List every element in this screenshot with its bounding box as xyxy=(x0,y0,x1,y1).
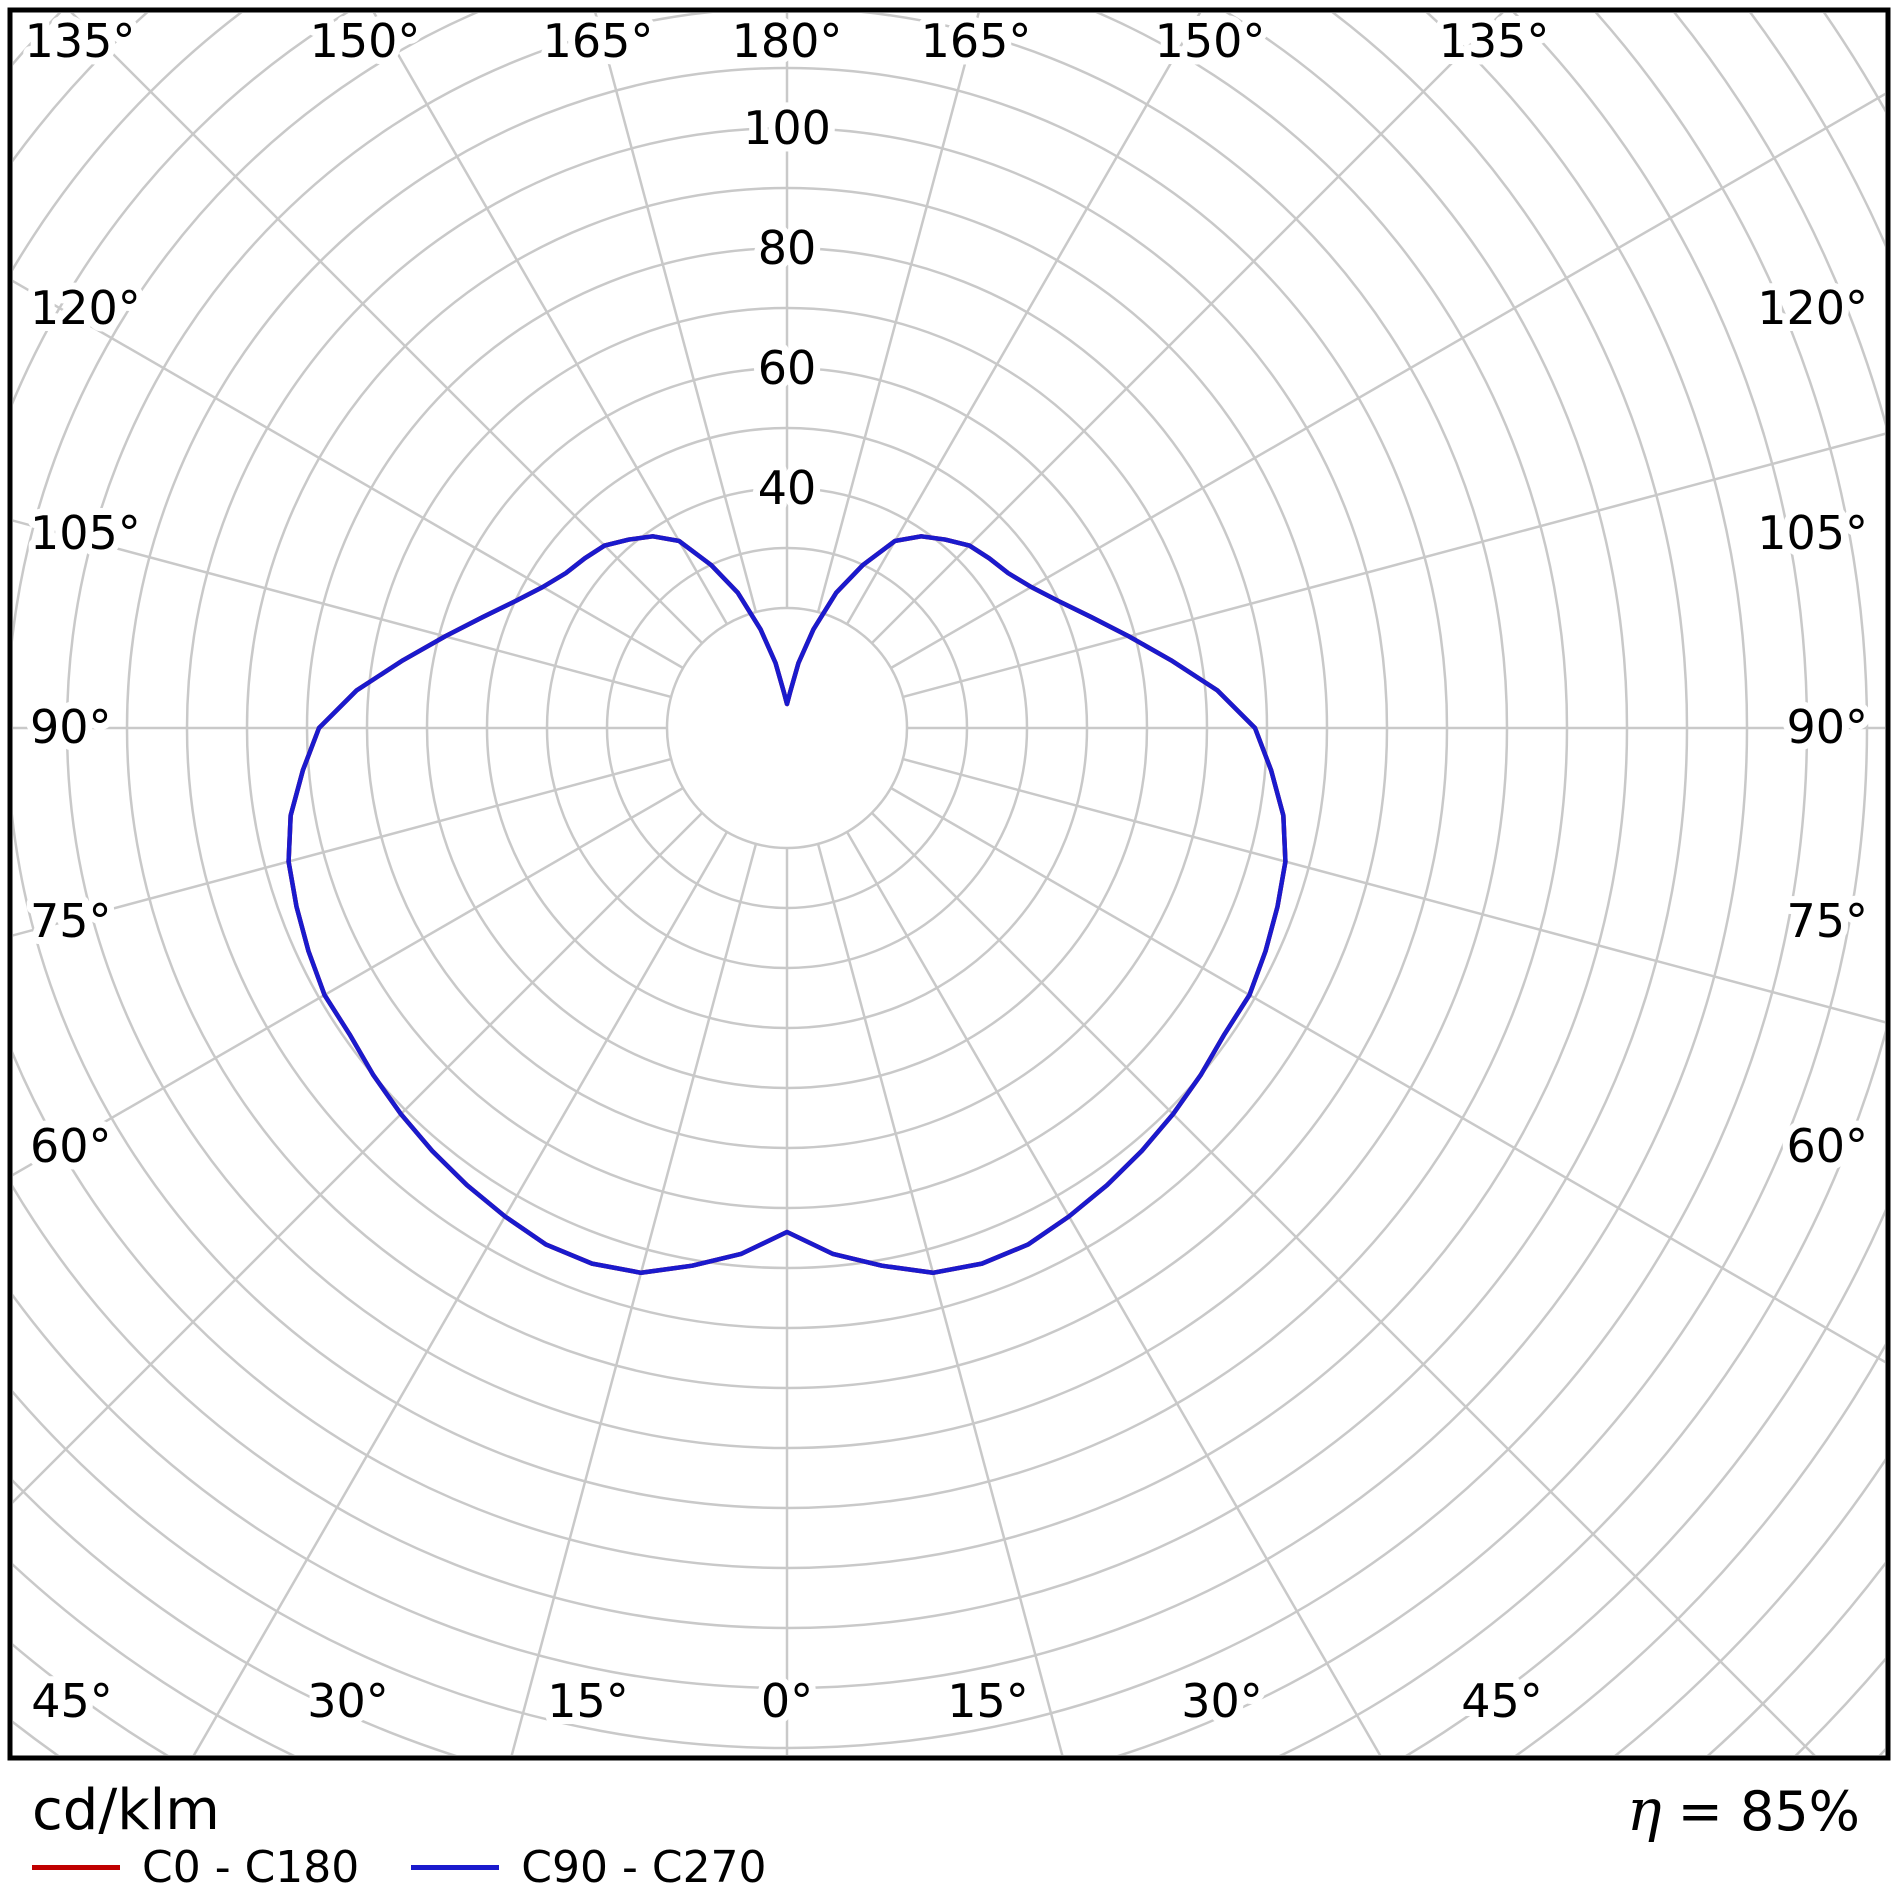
plot-frame xyxy=(7,7,1891,1761)
grid-circle xyxy=(1706,1561,1885,1755)
eta-symbol: η xyxy=(1626,1776,1662,1844)
angle-label-left: 75° xyxy=(30,894,112,948)
grid-circle xyxy=(0,0,1900,1770)
angle-label-top: 135° xyxy=(1439,14,1550,68)
grid-spoke xyxy=(13,519,672,699)
chart-footer: cd/klm η = 85% C0 - C180 C90 - C270 xyxy=(0,1770,1900,1900)
units-label: cd/klm xyxy=(32,1778,220,1843)
angle-label-right: 120° xyxy=(1757,281,1868,335)
grid-spoke xyxy=(890,92,1885,670)
angle-label-right: 60° xyxy=(1786,1119,1868,1173)
efficiency-value: = 85% xyxy=(1677,1780,1860,1843)
angle-label-bottom: 45° xyxy=(1461,1674,1543,1728)
grid-spoke xyxy=(902,432,1885,699)
grid-spoke xyxy=(845,13,1202,625)
grid-spoke xyxy=(870,811,1816,1755)
radial-tick-label: 60 xyxy=(758,341,817,395)
legend-label-c0-c180: C0 - C180 xyxy=(142,1842,360,1893)
grid-spoke xyxy=(13,811,704,1504)
grid-spoke xyxy=(192,831,729,1755)
angle-label-bottom: 0° xyxy=(761,1674,813,1728)
grid-circle xyxy=(1794,1657,1885,1755)
grid-spoke xyxy=(816,843,1064,1755)
angle-label-bottom: 15° xyxy=(947,1674,1029,1728)
grid-spoke xyxy=(13,279,684,670)
curve-c90-c270 xyxy=(286,534,1288,1276)
axis-labels: 40 60 80 100 135° 150° 165° 180° 165° 150° 135° 45°… xyxy=(18,7,1875,1735)
polar-grid xyxy=(0,0,1900,1770)
legend-item-c90-c270: C90 - C270 xyxy=(411,1842,767,1893)
grid-spoke xyxy=(372,13,729,625)
grid-spoke xyxy=(890,786,1885,1364)
grid-spoke xyxy=(70,13,704,645)
grid-spoke xyxy=(13,786,684,1177)
angle-label-right: 75° xyxy=(1786,894,1868,948)
curves xyxy=(286,534,1288,1276)
angle-label-right: 105° xyxy=(1757,506,1868,560)
grid-spoke xyxy=(870,13,1504,645)
angle-label-left: 90° xyxy=(30,700,112,754)
polar-chart: 40 60 80 100 135° 150° 165° 180° 165° 150° 135° 45°… xyxy=(0,0,1900,1770)
grid-spoke xyxy=(510,843,758,1755)
angle-label-bottom: 30° xyxy=(307,1674,389,1728)
angle-label-top: 180° xyxy=(732,14,843,68)
grid-circle xyxy=(1613,1457,1885,1755)
grid-circle xyxy=(13,13,1748,1689)
grid-spoke xyxy=(816,13,980,613)
angle-label-top: 135° xyxy=(25,14,136,68)
angle-label-bottom: 30° xyxy=(1181,1674,1263,1728)
radial-tick-label: 40 xyxy=(758,461,817,515)
angle-label-right: 90° xyxy=(1786,700,1868,754)
radial-tick-label: 100 xyxy=(743,101,831,155)
grid-spoke xyxy=(845,831,1382,1755)
radial-tick-label: 80 xyxy=(758,221,817,275)
angle-label-left: 60° xyxy=(30,1119,112,1173)
legend-item-c0-c180: C0 - C180 xyxy=(32,1842,359,1893)
angle-label-left: 105° xyxy=(30,506,141,560)
legend-line-red xyxy=(32,1865,120,1870)
grid-spoke xyxy=(594,13,758,613)
legend: C0 - C180 C90 - C270 xyxy=(32,1842,767,1893)
angle-label-top: 150° xyxy=(1155,14,1266,68)
grid-circle xyxy=(13,13,1885,1755)
angle-label-left: 120° xyxy=(30,281,141,335)
angle-label-bottom: 15° xyxy=(547,1674,629,1728)
grid-circle xyxy=(13,13,1885,1755)
angle-label-top: 150° xyxy=(310,14,421,68)
grid-circle xyxy=(1878,1747,1885,1755)
angle-label-top: 165° xyxy=(921,14,1032,68)
legend-line-blue xyxy=(411,1865,500,1870)
grid-spoke xyxy=(902,757,1885,1024)
grid-circle xyxy=(665,606,909,850)
angle-label-bottom: 45° xyxy=(31,1674,113,1728)
grid-circle xyxy=(13,13,1885,1755)
efficiency-label: η = 85% xyxy=(1627,1776,1860,1844)
angle-label-top: 165° xyxy=(543,14,654,68)
grid-spoke xyxy=(13,757,672,937)
legend-label-c90-c270: C90 - C270 xyxy=(521,1842,767,1893)
